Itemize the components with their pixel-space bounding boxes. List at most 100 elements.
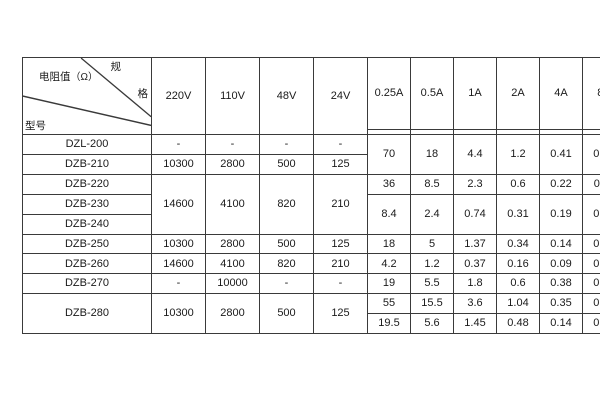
current-cell-0.5a-r0: 18	[410, 134, 454, 175]
current-cell-0.5a-r5: 5.5	[410, 273, 454, 295]
voltage-cell-24v-r1: 125	[313, 154, 368, 175]
voltage-header-220v: 220V	[151, 56, 206, 136]
voltage-cell-48v-merged-r2: 820	[259, 173, 314, 235]
current-cell-1a-r4: 0.37	[453, 253, 497, 275]
current-cell-4a-r0: 0.41	[539, 134, 583, 175]
voltage-cell-48v-r6: 820	[259, 253, 314, 275]
current-cell-0.5a-r1: 8.5	[410, 173, 454, 195]
voltage-header-48v: 48V	[259, 56, 314, 136]
current-cell-4a-r1: 0.22	[539, 173, 583, 195]
table-row: DZL-200 - - - - 70 18 4.4 1.2 0.41 0.22	[22, 134, 600, 175]
model-cell-dzb-270: DZB-270	[22, 273, 152, 295]
current-cell-4a-r3: 0.14	[539, 233, 583, 255]
current-cell-0.25a-r1: 36	[367, 173, 411, 195]
corner-header-cell: 规 格 电阻值（Ω） 型号	[22, 56, 152, 136]
specification-table: 规 格 电阻值（Ω） 型号 220V 110V 48V 24V 0.25A 0.…	[22, 56, 600, 334]
voltage-cell-48v-r5: 500	[259, 233, 314, 255]
current-cell-0.5a-r4: 1.2	[410, 253, 454, 275]
header-spacer-row	[23, 128, 600, 136]
current-cell-0.25a-r4: 4.2	[367, 253, 411, 275]
voltage-cell-24v-r0: -	[313, 134, 368, 156]
current-cell-1a-r3: 1.37	[453, 233, 497, 255]
corner-resistance-label: 电阻值（Ω）	[39, 71, 98, 84]
current-cell-1a-r6: 3.6	[453, 293, 497, 315]
current-cell-2a-r1: 0.6	[496, 173, 540, 195]
voltage-cell-110v-r8: 2800	[205, 293, 260, 334]
voltage-cell-24v-r6: 210	[313, 253, 368, 275]
current-cell-8a-r3: 0.06	[582, 233, 600, 255]
current-cell-2a-r3: 0.34	[496, 233, 540, 255]
model-cell-dzb-210: DZB-210	[22, 154, 152, 175]
current-cell-8a-r2: 0.09	[582, 193, 600, 235]
voltage-cell-220v-r6: 14600	[151, 253, 206, 275]
current-cell-8a-r0: 0.22	[582, 134, 600, 175]
current-header-2a: 2A	[496, 57, 540, 130]
current-header-0.25a: 0.25A	[367, 57, 411, 130]
current-cell-1a-r2: 0.74	[453, 193, 497, 235]
current-cell-0.25a-r0: 70	[367, 134, 411, 175]
table-row: DZB-240	[22, 213, 600, 235]
voltage-cell-48v-r7: -	[259, 273, 314, 295]
voltage-cell-220v-merged-r2: 14600	[151, 173, 206, 235]
model-cell-dzb-220: DZB-220	[22, 173, 152, 195]
voltage-cell-110v-r6: 4100	[205, 253, 260, 275]
voltage-cell-110v-r1: 2800	[205, 154, 260, 175]
voltage-cell-220v-r7: -	[151, 273, 206, 295]
voltage-cell-24v-r5: 125	[313, 233, 368, 255]
corner-spec-label-top: 规	[110, 61, 122, 73]
current-cell-4a-r5: 0.38	[539, 273, 583, 295]
voltage-cell-48v-r1: 500	[259, 154, 314, 175]
table-row: DZB-220 14600 4100 820 210 36 8.5 2.3 0.…	[22, 173, 600, 235]
current-cell-4a-r7: 0.14	[539, 313, 583, 334]
voltage-header-110v: 110V	[205, 56, 260, 136]
current-cell-2a-r6: 1.04	[496, 293, 540, 315]
table-header-row: 规 格 电阻值（Ω） 型号 220V 110V 48V 24V 0.25A 0.…	[22, 56, 600, 136]
voltage-cell-24v-r7: -	[313, 273, 368, 295]
table-row: DZB-280 10300 2800 500 125 55 15.5 3.6 1…	[22, 293, 600, 334]
current-cell-0.25a-r6: 55	[367, 293, 411, 315]
corner-diagonal-lines-icon	[23, 58, 151, 127]
voltage-header-24v: 24V	[313, 56, 368, 136]
current-cell-0.25a-r5: 19	[367, 273, 411, 295]
current-header-0.5a: 0.5A	[410, 57, 454, 130]
current-cell-0.5a-r2: 2.4	[410, 193, 454, 235]
current-cell-2a-r4: 0.16	[496, 253, 540, 275]
current-cell-2a-r5: 0.6	[496, 273, 540, 295]
corner-resistance-text: 电阻值	[39, 71, 71, 83]
current-cell-8a-r6: 0.16	[582, 293, 600, 315]
voltage-cell-110v-r0: -	[205, 134, 260, 156]
table-row: DZB-260 14600 4100 820 210 4.2 1.2 0.37 …	[22, 253, 600, 275]
current-cell-1a-r0: 4.4	[453, 134, 497, 175]
current-cell-8a-r7: 0.06	[582, 313, 600, 334]
voltage-cell-220v-r1: 10300	[151, 154, 206, 175]
current-cell-2a-r2: 0.31	[496, 193, 540, 235]
voltage-cell-220v-r5: 10300	[151, 233, 206, 255]
current-cell-1a-r1: 2.3	[453, 173, 497, 195]
current-cell-0.25a-r7: 19.5	[367, 313, 411, 334]
current-cell-0.25a-r3: 18	[367, 233, 411, 255]
current-header-8a: 8A	[582, 57, 600, 130]
current-cell-1a-r5: 1.8	[453, 273, 497, 295]
model-cell-dzb-260: DZB-260	[22, 253, 152, 275]
corner-model-label: 型号	[25, 120, 46, 133]
voltage-cell-220v-r0: -	[151, 134, 206, 156]
current-cell-4a-r6: 0.35	[539, 293, 583, 315]
voltage-cell-110v-r5: 2800	[205, 233, 260, 255]
model-cell-dzb-230: DZB-230	[22, 193, 152, 215]
specification-table-container: 规 格 电阻值（Ω） 型号 220V 110V 48V 24V 0.25A 0.…	[22, 56, 600, 334]
current-cell-4a-r2: 0.19	[539, 193, 583, 235]
model-cell-dzb-240: DZB-240	[22, 213, 152, 235]
current-cell-1a-r7: 1.45	[453, 313, 497, 334]
corner-spec-label-bottom: 格	[137, 88, 149, 100]
table-row: DZB-270 - 10000 - - 19 5.5 1.8 0.6 0.38 …	[22, 273, 600, 295]
current-header-1a: 1A	[453, 57, 497, 130]
table-row: 19.5 5.6 1.45 0.48 0.14 0.06	[23, 313, 600, 334]
current-cell-0.5a-r6: 15.5	[410, 293, 454, 315]
voltage-cell-220v-r8: 10300	[151, 293, 206, 334]
voltage-cell-24v-merged-r2: 210	[313, 173, 368, 235]
current-cell-0.25a-r2: 8.4	[367, 193, 411, 235]
current-cell-8a-r5: 0.28	[582, 273, 600, 295]
current-cell-2a-r0: 1.2	[496, 134, 540, 175]
corner-resistance-unit: （Ω）	[70, 72, 98, 83]
current-cell-2a-r7: 0.48	[496, 313, 540, 334]
